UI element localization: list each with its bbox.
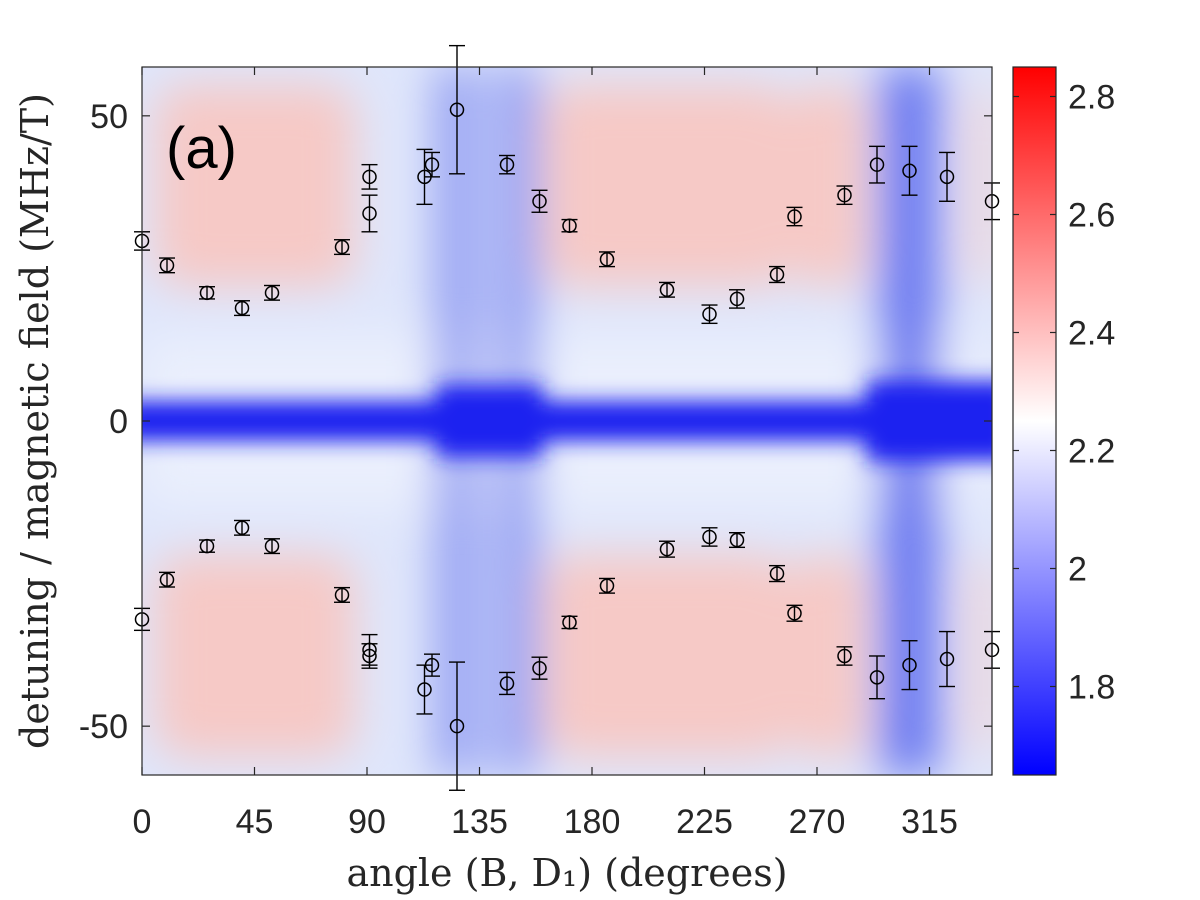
- data-point: [787, 209, 802, 224]
- data-point: [199, 285, 215, 301]
- data-point: [199, 538, 215, 554]
- data-point: [869, 670, 885, 685]
- data-point: [424, 157, 440, 172]
- heatmap-pink-lobe-5: [792, 555, 867, 757]
- data-point: [424, 657, 440, 673]
- data-series: [134, 44, 1000, 791]
- data-point: [769, 566, 785, 581]
- heatmap-band-bulge-1: [437, 385, 542, 457]
- data-point: [729, 291, 745, 307]
- data-point: [264, 538, 280, 554]
- colorbar-tick-label: 1.8: [1068, 669, 1115, 707]
- data-point: [334, 587, 350, 603]
- x-tick-label: 270: [789, 803, 846, 841]
- series-1: [134, 519, 1000, 791]
- heatmap-pink-lobe-7: [972, 555, 992, 757]
- data-point: [499, 676, 515, 691]
- colorbar-tick-label: 2.2: [1068, 433, 1115, 471]
- colorbar-tick-label: 2.8: [1068, 79, 1115, 117]
- x-tick-label: 0: [133, 803, 152, 841]
- data-point: [362, 648, 377, 664]
- data-point: [417, 682, 432, 697]
- data-point: [599, 578, 615, 594]
- data-point: [902, 657, 917, 673]
- heatmap-band-core: [142, 401, 992, 441]
- data-point: [264, 285, 280, 301]
- data-point: [562, 218, 577, 233]
- heatmap-background: [142, 67, 992, 775]
- heatmap-pink-lobe-1: [154, 555, 355, 757]
- y-tick-label: -50: [79, 708, 128, 746]
- x-axis-label: angle (B, D₁) (degrees): [346, 851, 787, 895]
- data-point: [532, 660, 547, 676]
- data-point: [702, 529, 717, 545]
- y-tick-label: 0: [109, 403, 128, 441]
- x-tick-label: 45: [236, 803, 274, 841]
- data-point: [659, 541, 675, 557]
- data-point: [449, 102, 465, 117]
- data-point: [334, 239, 350, 255]
- y-axis-label: detuning / magnetic field (MHz/T): [13, 93, 57, 749]
- data-point: [939, 169, 955, 185]
- data-point: [869, 157, 885, 172]
- data-point: [939, 651, 955, 667]
- data-point: [234, 300, 250, 316]
- heatmap-pink-lobe-6: [972, 85, 992, 287]
- colorbar-tick-label: 2: [1068, 551, 1087, 589]
- x-tick-label: 180: [564, 803, 621, 841]
- colorbar: [1012, 66, 1057, 776]
- heatmap-band-bulge-2: [867, 381, 992, 461]
- x-tick-label: 315: [901, 803, 958, 841]
- data-point: [769, 267, 785, 282]
- data-point: [159, 258, 175, 273]
- heatmap-pink-lobe-4: [792, 85, 867, 287]
- heatmap-pink-lobe-2: [542, 85, 792, 287]
- data-point: [362, 206, 377, 221]
- data-point: [702, 306, 717, 322]
- x-tick-label: 225: [676, 803, 733, 841]
- x-tick-label: 135: [451, 803, 508, 841]
- colorbar-ticks: 1.8 2 2.2 2.4 2.6 2.8: [1013, 79, 1115, 707]
- heatmap-pink-lobe-3: [542, 555, 792, 757]
- data-point: [532, 194, 547, 209]
- panel-label: (a): [166, 116, 237, 181]
- colorbar-tick-label: 2.6: [1068, 197, 1115, 235]
- data-point: [659, 282, 675, 298]
- data-point: [787, 606, 802, 621]
- data-point: [362, 169, 377, 185]
- x-tick-label: 90: [348, 803, 386, 841]
- colorbar-tick-label: 2.4: [1068, 315, 1115, 353]
- data-point: [499, 157, 515, 172]
- heatmap-pink-lobe-0: [154, 85, 355, 287]
- y-tick-label: 50: [90, 98, 128, 136]
- data-point: [562, 615, 577, 630]
- x-axis-ticks: 0 45 90 135 180 225 270 315: [133, 67, 958, 841]
- data-point: [837, 648, 852, 664]
- data-point: [837, 187, 852, 203]
- data-point: [902, 163, 917, 179]
- data-point: [599, 252, 615, 267]
- heatmap-blue-band: [142, 381, 992, 461]
- data-point: [449, 718, 465, 734]
- y-axis-ticks: 50 0 -50: [79, 98, 992, 746]
- data-point: [159, 572, 175, 587]
- data-point: [234, 520, 250, 536]
- data-point: [729, 532, 745, 548]
